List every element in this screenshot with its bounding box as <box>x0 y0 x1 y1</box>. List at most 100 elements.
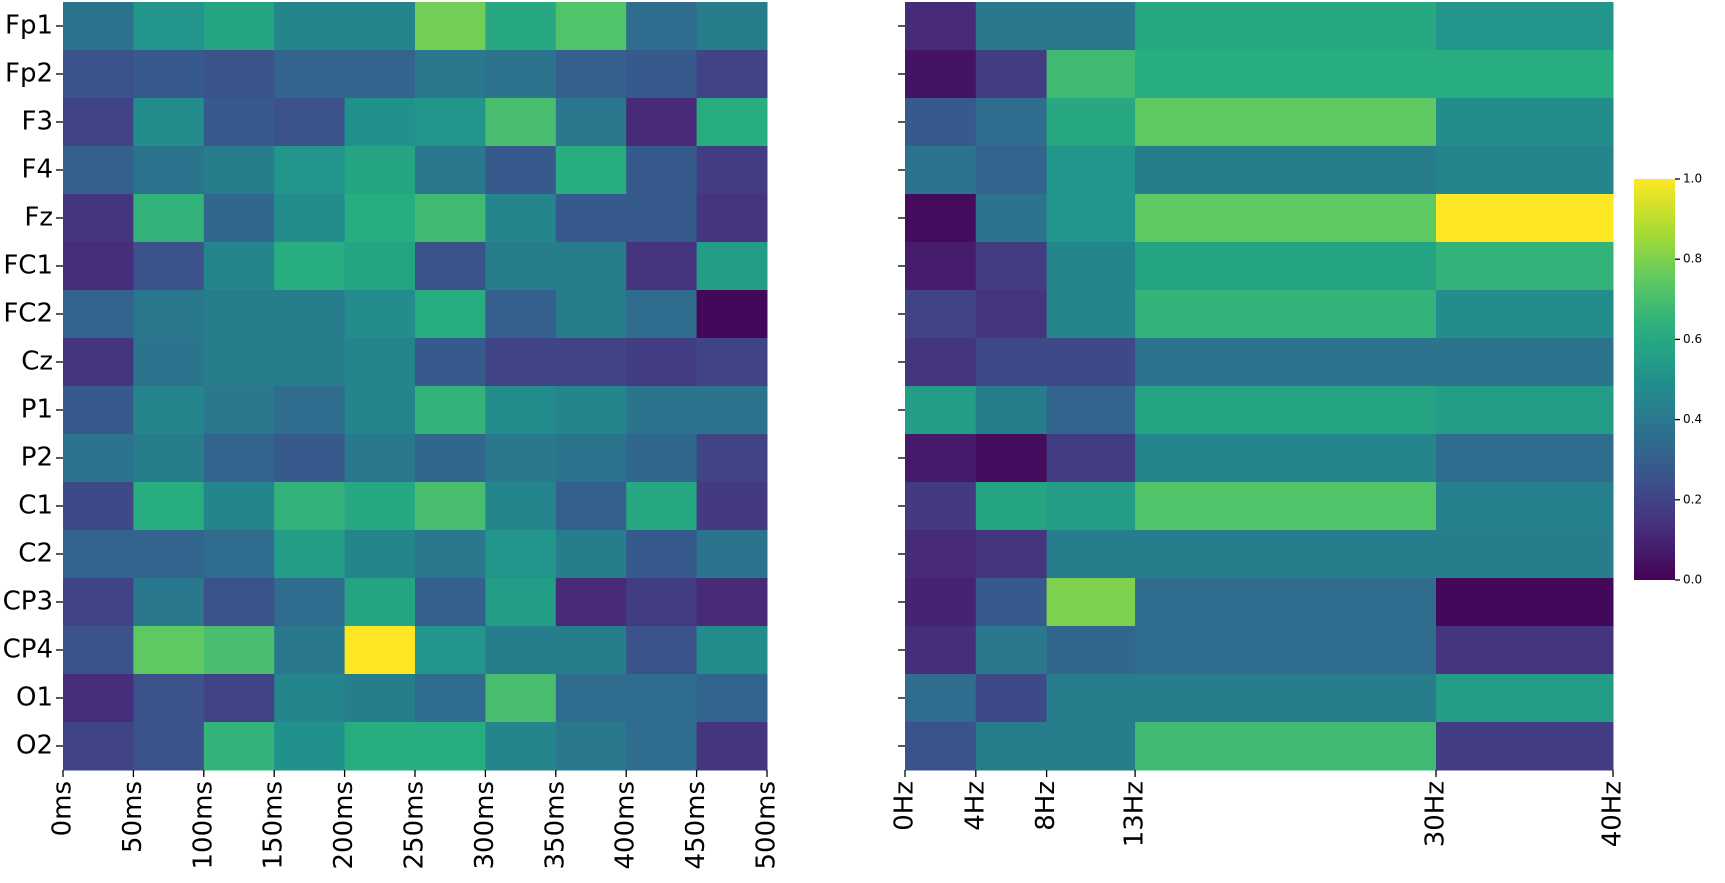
heatmap-cell <box>485 194 557 243</box>
heatmap-cell <box>415 482 486 531</box>
heatmap-cell <box>1046 242 1136 291</box>
x-tick-label: 450ms <box>681 781 711 870</box>
heatmap-cell <box>485 434 557 483</box>
heatmap-cell <box>274 434 346 483</box>
heatmap-cell <box>485 674 557 723</box>
heatmap-cell <box>203 290 275 339</box>
heatmap-cell <box>485 626 557 675</box>
heatmap-cell <box>1436 242 1614 291</box>
y-tick-label: P1 <box>21 395 53 425</box>
heatmap-cell <box>344 194 416 243</box>
heatmap-cell <box>485 242 557 291</box>
heatmap-cell <box>63 338 134 387</box>
heatmap-cell <box>905 98 977 147</box>
heatmap-cell <box>555 242 627 291</box>
heatmap-cell <box>203 674 275 723</box>
heatmap-cell <box>203 146 275 195</box>
heatmap-cell <box>203 2 275 51</box>
x-tick-label: 300ms <box>470 781 500 870</box>
heatmap-cell <box>1436 146 1614 195</box>
heatmap-cell <box>696 578 768 627</box>
heatmap-cell <box>415 98 486 147</box>
heatmap-cell <box>203 242 275 291</box>
heatmap-cell <box>1436 530 1614 579</box>
y-tick-label: O2 <box>16 731 53 761</box>
heatmap-cell <box>415 578 486 627</box>
heatmap-cell <box>1046 98 1136 147</box>
heatmap-cell <box>1135 482 1437 531</box>
heatmap-cell <box>1436 98 1614 147</box>
heatmap-cell <box>203 482 275 531</box>
heatmap-cell <box>555 146 627 195</box>
heatmap-cell <box>133 146 205 195</box>
y-tick-label: FC2 <box>3 299 53 329</box>
heatmap-cell <box>626 578 698 627</box>
heatmap-cell <box>1046 626 1136 675</box>
heatmap-cell <box>1436 626 1614 675</box>
heatmap-cell <box>555 338 627 387</box>
y-tick-label: P2 <box>21 443 53 473</box>
heatmap-cell <box>203 626 275 675</box>
heatmap-cell <box>1046 50 1136 99</box>
heatmap-cell <box>555 50 627 99</box>
heatmap-cell <box>203 50 275 99</box>
heatmap-cell <box>626 98 698 147</box>
heatmap-cell <box>274 674 346 723</box>
y-tick-label: Fp1 <box>5 11 53 41</box>
heatmap-cell <box>415 50 486 99</box>
heatmap-cell <box>905 530 977 579</box>
heatmap-cell <box>1135 242 1437 291</box>
heatmap-cell <box>696 482 768 531</box>
y-tick-label: CP4 <box>3 635 53 665</box>
heatmap-cell <box>696 2 768 51</box>
heatmap-cell <box>485 146 557 195</box>
heatmap-cell <box>415 626 486 675</box>
heatmap-cell <box>1436 722 1614 771</box>
heatmap-cell <box>133 674 205 723</box>
heatmap-cell <box>63 674 134 723</box>
heatmap-cell <box>975 338 1048 387</box>
heatmap-cell <box>415 722 486 771</box>
heatmap-cell <box>626 530 698 579</box>
heatmap-cell <box>63 2 134 51</box>
y-tick-label: F4 <box>22 155 54 185</box>
x-tick-label: 100ms <box>188 781 218 870</box>
heatmap-cell <box>555 194 627 243</box>
heatmap-cell <box>344 242 416 291</box>
heatmap-cell <box>555 530 627 579</box>
heatmap-cell <box>1135 290 1437 339</box>
heatmap-cell <box>1135 578 1437 627</box>
heatmap-cell <box>415 386 486 435</box>
heatmap-cell <box>203 578 275 627</box>
heatmap-cell <box>344 482 416 531</box>
heatmap-cell <box>274 2 346 51</box>
heatmap-cell <box>1135 98 1437 147</box>
heatmap-cell <box>63 722 134 771</box>
y-tick-label: F3 <box>22 107 54 137</box>
heatmap-cell <box>274 482 346 531</box>
heatmap-cell <box>975 290 1048 339</box>
x-tick-label: 8Hz <box>1031 781 1061 831</box>
heatmap-cell <box>485 290 557 339</box>
heatmap-cell <box>344 146 416 195</box>
heatmap-cell <box>555 626 627 675</box>
heatmap-cell <box>1135 722 1437 771</box>
heatmap-cell <box>63 98 134 147</box>
colorbar <box>1634 179 1675 580</box>
heatmap-cell <box>1135 386 1437 435</box>
heatmap-cell <box>203 530 275 579</box>
y-tick-label: Cz <box>21 347 53 377</box>
heatmap-cell <box>975 50 1048 99</box>
y-tick-label: Fp2 <box>5 59 53 89</box>
heatmap-cell <box>555 98 627 147</box>
heatmap-cell <box>626 482 698 531</box>
x-tick-label: 350ms <box>540 781 570 870</box>
heatmap-cell <box>1436 482 1614 531</box>
heatmap-cell <box>555 482 627 531</box>
heatmap-cell <box>203 386 275 435</box>
x-tick-label: 0ms <box>48 781 78 836</box>
heatmap-cell <box>555 386 627 435</box>
heatmap-cell <box>905 290 977 339</box>
heatmap-cell <box>63 242 134 291</box>
heatmap-cell <box>133 50 205 99</box>
